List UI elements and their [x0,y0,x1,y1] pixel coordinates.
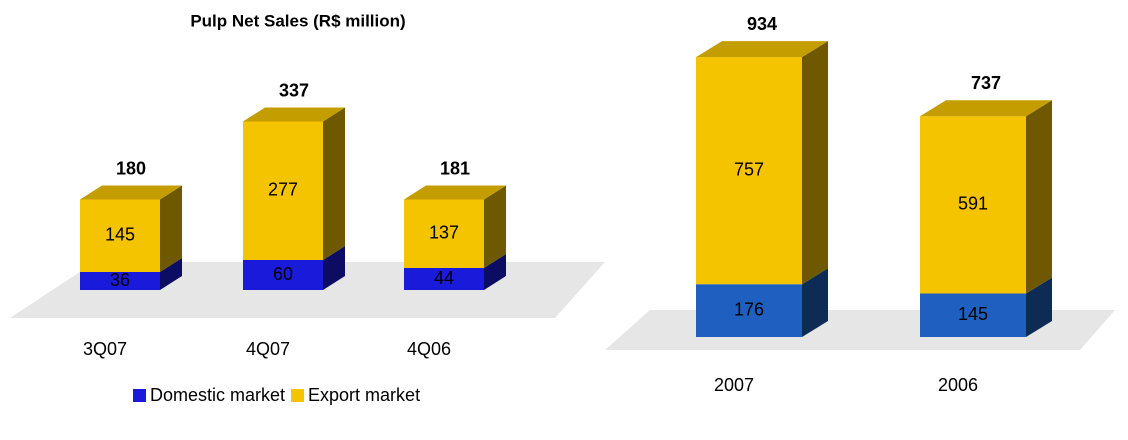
total-label: 737 [971,73,1001,93]
legend-swatch [133,389,146,402]
bar-segment [696,57,802,285]
total-label: 181 [440,158,470,178]
bar-side [160,258,182,290]
total-label: 180 [116,158,146,178]
segment-label: 44 [434,268,454,288]
chart-title: Pulp Net Sales (R$ million) [190,11,405,30]
bar-segment [80,199,160,272]
segment-label: 757 [734,159,764,179]
total-label: 337 [279,80,309,100]
bar-segment [920,293,1026,337]
bar-segment [243,260,323,290]
x-tick-label: 4Q06 [407,339,451,359]
segment-label: 145 [958,304,988,324]
total-label: 934 [747,14,777,34]
bar-top [404,185,506,200]
bar-top [696,41,828,58]
bar-side [323,246,345,290]
x-tick-label: 3Q07 [83,339,127,359]
bar-segment [404,268,484,290]
bar-side [160,185,182,272]
bar-side [1026,100,1052,294]
legend-label: Domestic market [150,385,285,405]
bar-segment [243,121,323,260]
bar-segment [920,116,1026,294]
bar-segment [696,284,802,337]
x-tick-label: 2007 [714,375,754,395]
x-tick-label: 2006 [938,375,978,395]
segment-label: 145 [105,225,135,245]
x-tick-label: 4Q07 [246,339,290,359]
bar-top [920,100,1052,117]
segment-label: 137 [429,223,459,243]
bar-side [1026,277,1052,337]
bar-side [484,185,506,268]
bar-top [80,185,182,200]
bar-side [802,41,828,285]
segment-label: 36 [110,270,130,290]
bar-side [802,268,828,337]
bar-side [484,254,506,290]
segment-label: 591 [958,194,988,214]
segment-label: 176 [734,299,764,319]
segment-label: 277 [268,180,298,200]
bar-top [243,107,345,122]
legend-swatch [291,389,305,402]
segment-label: 60 [273,264,293,284]
bar-side [323,107,345,260]
bar-segment [404,199,484,268]
bar-segment [80,272,160,290]
legend-label: Export market [308,385,420,405]
